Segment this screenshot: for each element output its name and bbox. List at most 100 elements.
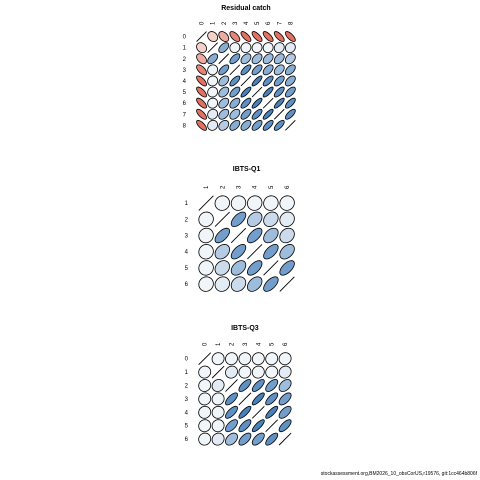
row-label: 2 <box>183 57 187 63</box>
diagonal-mark <box>247 244 263 260</box>
correlation-ellipse <box>198 392 212 406</box>
correlation-ellipse <box>229 42 241 54</box>
correlation-ellipse <box>251 419 265 433</box>
corr-panel-2: IBTS-Q1 1 2 3 4 5 6 1 2 3 4 5 6 <box>185 166 295 292</box>
correlation-ellipse <box>207 86 219 98</box>
correlation-ellipse <box>198 244 214 260</box>
correlation-ellipse <box>238 365 252 379</box>
correlation-ellipse <box>214 195 230 211</box>
column-label: 3 <box>243 342 249 346</box>
diagonal-mark <box>238 392 252 406</box>
column-label: 1 <box>211 21 217 25</box>
correlation-ellipse <box>207 108 219 120</box>
row-label: 2 <box>185 217 189 223</box>
row-label: 0 <box>183 35 187 41</box>
correlation-ellipse <box>211 432 225 446</box>
column-label: 5 <box>255 21 261 25</box>
row-label: 0 <box>185 357 189 363</box>
correlation-ellipse <box>225 365 238 379</box>
correlation-ellipse <box>278 419 292 433</box>
correlation-ellipse <box>279 260 295 276</box>
diagonal-mark <box>225 379 238 392</box>
row-label: 3 <box>183 68 187 74</box>
column-label: 3 <box>237 185 243 189</box>
correlation-ellipse <box>240 42 252 54</box>
correlation-ellipse <box>225 392 238 406</box>
column-label: 1 <box>216 342 222 346</box>
column-label: 4 <box>256 342 262 346</box>
correlation-ellipse <box>251 392 265 406</box>
correlation-ellipse <box>247 260 263 276</box>
correlation-ellipse <box>218 86 230 98</box>
column-label: 0 <box>203 342 209 346</box>
correlation-ellipse <box>214 260 230 276</box>
correlation-ellipse <box>218 108 230 120</box>
correlation-ellipse <box>251 64 263 76</box>
correlation-ellipse <box>218 119 230 131</box>
correlation-ellipse <box>263 244 279 260</box>
correlation-ellipse <box>284 31 296 42</box>
column-label: 2 <box>220 185 226 189</box>
correlation-ellipse <box>263 211 279 227</box>
row-label: 6 <box>185 282 189 288</box>
corr-panel-1: Residual catch 0 1 2 3 4 5 6 7 8 0 1 2 3 4 5 6 7 8 <box>183 5 296 131</box>
correlation-ellipse <box>240 53 252 65</box>
correlation-ellipse <box>265 405 279 419</box>
diagonal-mark <box>251 86 263 98</box>
correlation-ellipse <box>251 75 263 87</box>
correlation-ellipse <box>251 97 263 109</box>
correlation-ellipse <box>230 244 247 260</box>
correlation-ellipse <box>278 392 292 406</box>
correlation-ellipse <box>263 195 279 211</box>
correlation-ellipse <box>278 352 292 366</box>
correlation-ellipse <box>211 379 225 392</box>
correlation-ellipse <box>251 53 263 65</box>
correlation-ellipse <box>238 405 252 419</box>
correlation-ellipse <box>198 405 212 419</box>
diagonal-mark <box>214 211 230 227</box>
correlation-ellipse <box>279 195 295 211</box>
correlation-ellipse <box>198 365 212 379</box>
correlation-ellipse <box>229 119 241 131</box>
panel-title: IBTS-Q1 <box>233 166 261 173</box>
correlation-ellipse <box>211 392 225 406</box>
column-label: 4 <box>244 21 250 25</box>
diagonal-mark <box>262 97 274 109</box>
row-label: 6 <box>183 101 187 107</box>
correlation-ellipse <box>262 119 274 131</box>
correlation-ellipse <box>218 97 230 109</box>
correlation-ellipse <box>262 31 274 42</box>
correlation-ellipse <box>218 64 230 76</box>
correlation-ellipse <box>229 75 241 87</box>
correlation-ellipse <box>240 97 252 109</box>
correlation-ellipse <box>251 365 265 379</box>
row-label: 5 <box>183 90 187 96</box>
correlation-ellipse <box>251 42 263 54</box>
correlation-ellipse <box>278 405 292 419</box>
row-label: 1 <box>185 370 189 376</box>
correlation-ellipse <box>263 276 279 292</box>
correlation-ellipse <box>207 119 219 131</box>
correlation-ellipse <box>238 419 252 433</box>
diagonal-mark <box>198 352 212 366</box>
correlation-ellipse <box>198 432 212 446</box>
correlation-ellipse <box>229 97 241 109</box>
correlation-ellipse <box>225 432 238 446</box>
column-label: 3 <box>233 21 239 25</box>
correlation-ellipse <box>225 405 238 419</box>
column-label: 6 <box>285 185 291 189</box>
correlation-ellipse <box>229 31 241 42</box>
row-label: 3 <box>185 234 189 240</box>
diagonal-mark <box>285 120 296 131</box>
diagonal-mark <box>229 64 241 76</box>
column-label: 6 <box>283 342 289 346</box>
correlation-ellipse <box>273 119 285 131</box>
panel-title: Residual catch <box>221 5 270 12</box>
correlation-ellipse <box>279 244 295 260</box>
column-label: 7 <box>277 21 283 25</box>
correlation-ellipse <box>214 276 230 292</box>
correlation-ellipse <box>230 211 247 227</box>
correlation-ellipse <box>262 108 274 120</box>
row-label: 8 <box>183 123 187 129</box>
